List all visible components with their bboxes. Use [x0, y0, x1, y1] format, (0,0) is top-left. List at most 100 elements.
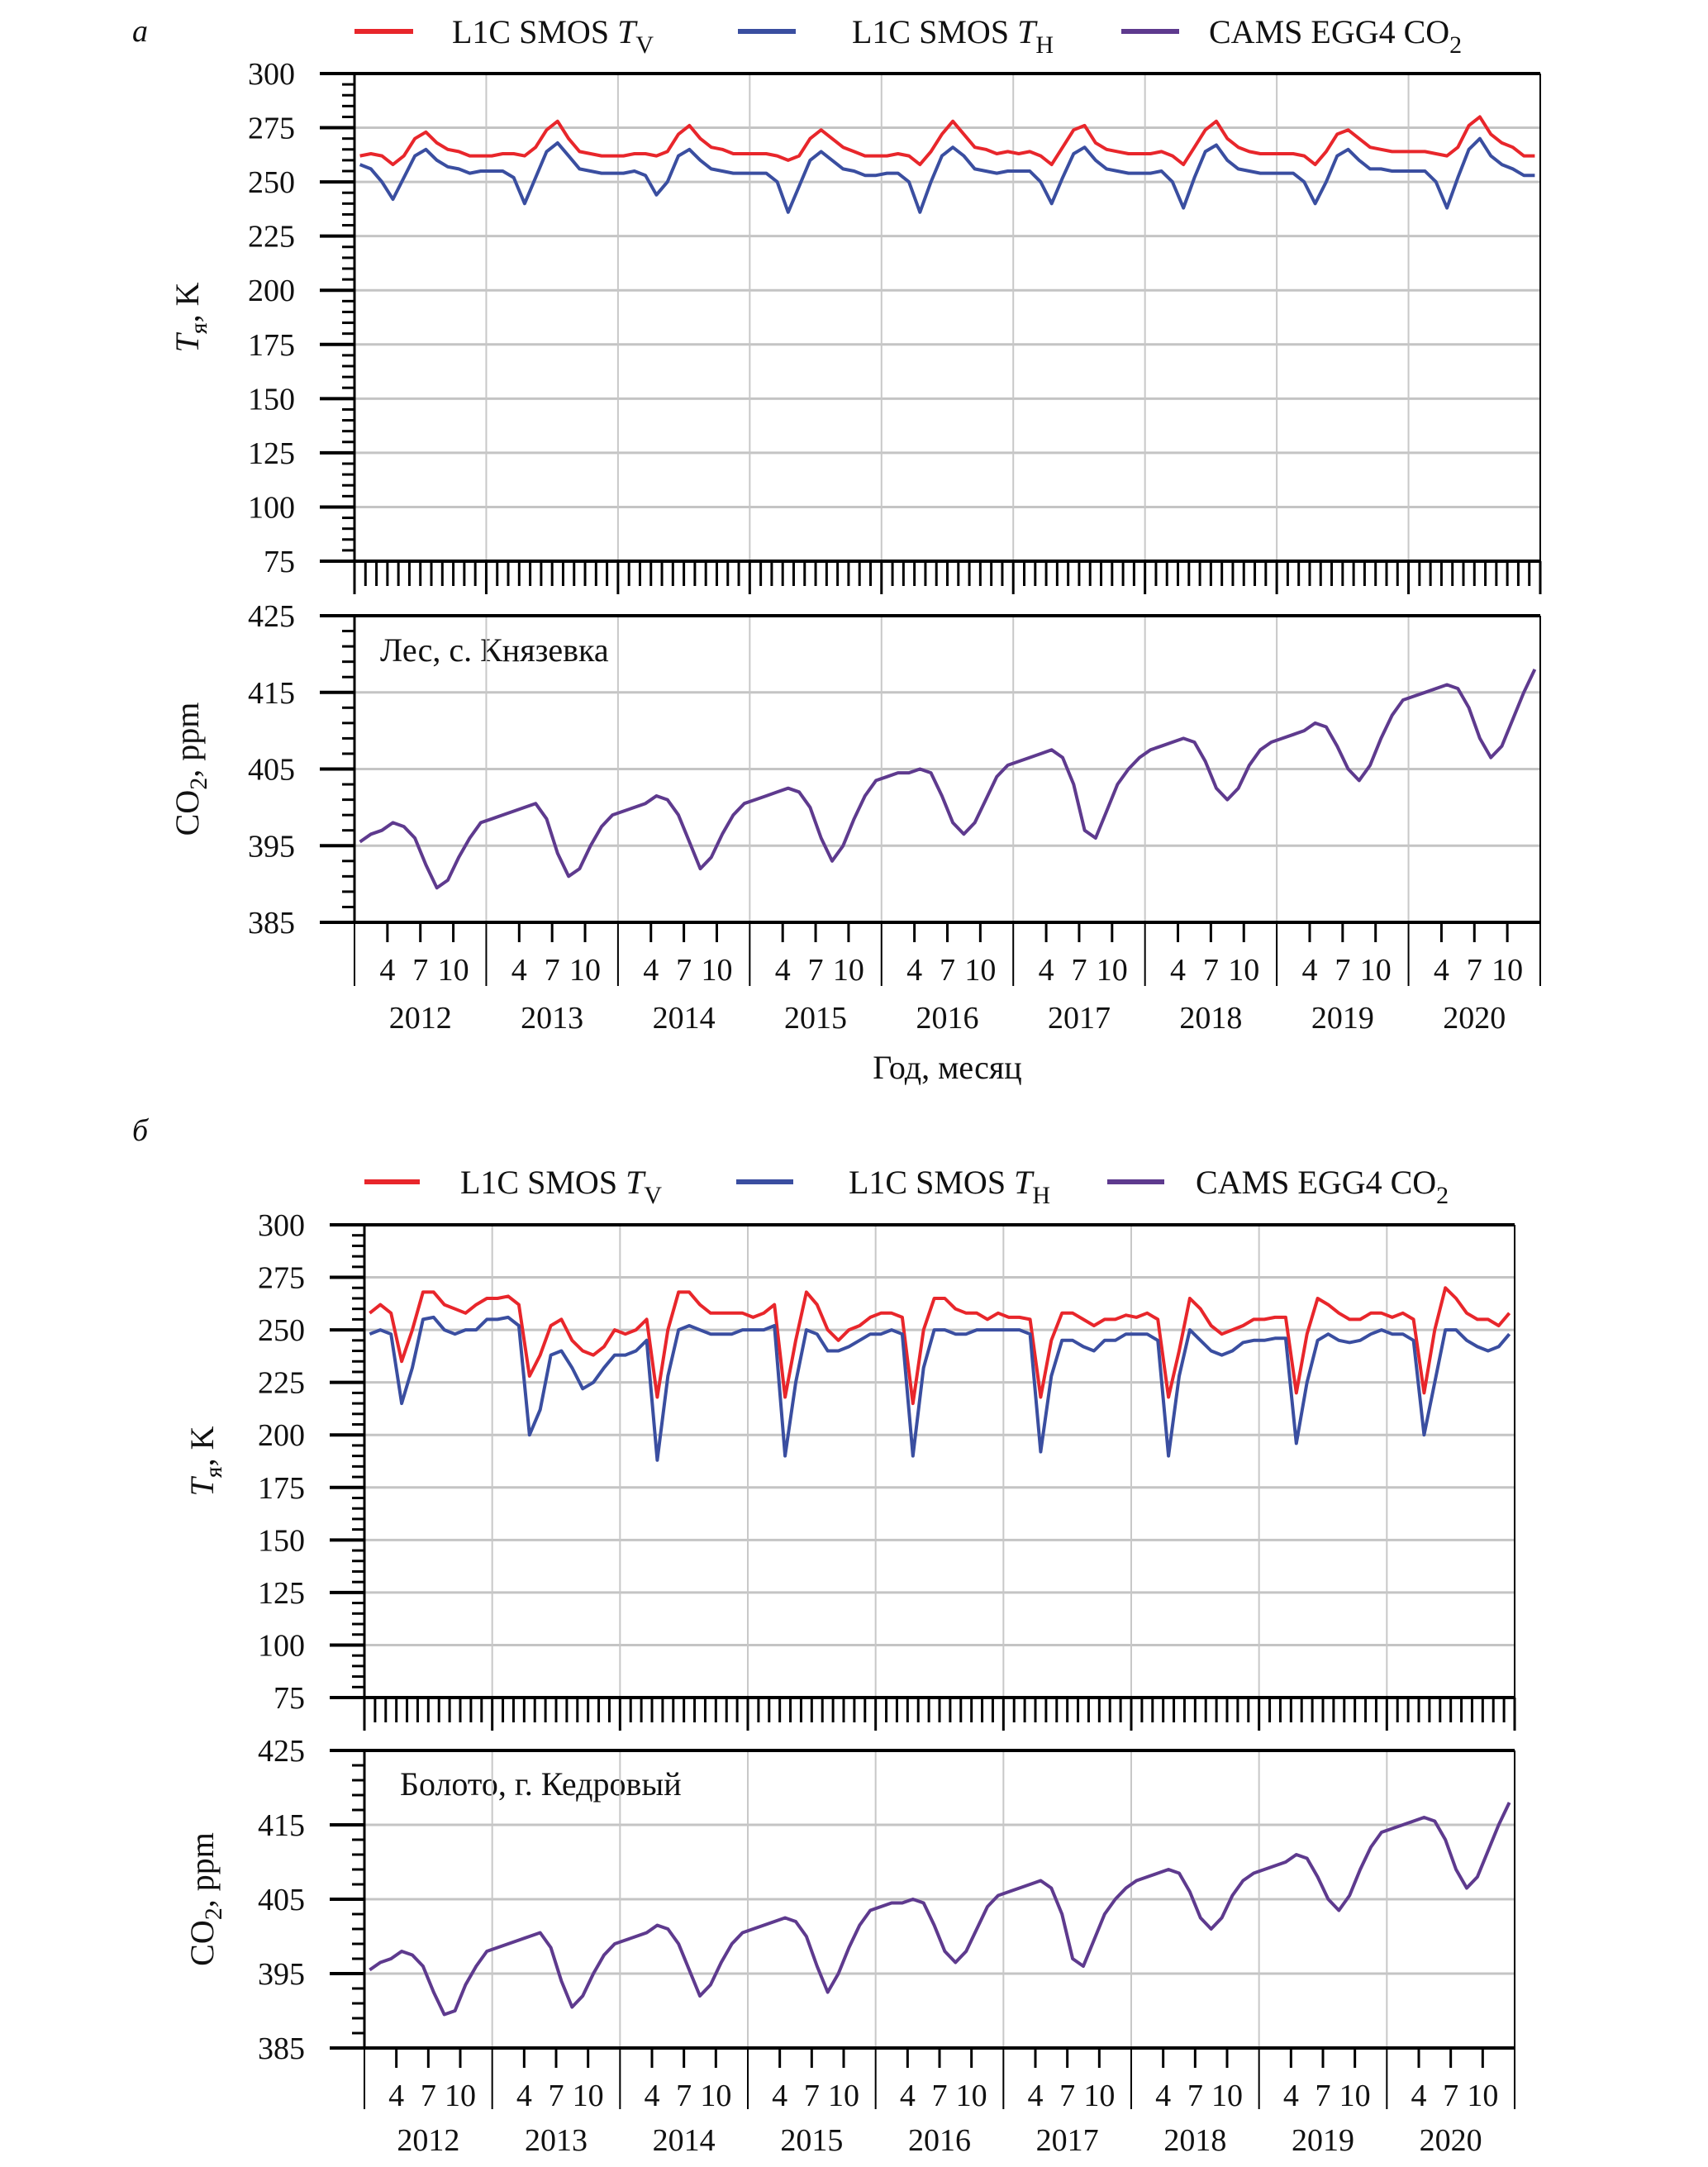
x-month-label: 7: [1187, 2079, 1203, 2113]
legend-var: T: [1017, 13, 1038, 50]
legend-var: T: [626, 1164, 646, 1201]
panel-label: а: [132, 14, 148, 49]
x-year-label: 2012: [397, 2123, 459, 2158]
y-tick-label: 385: [258, 2031, 305, 2066]
x-month-label: 4: [1170, 953, 1186, 988]
x-month-label: 4: [1155, 2079, 1171, 2113]
x-month-label: 7: [940, 953, 955, 988]
x-month-label: 10: [573, 2079, 604, 2113]
y-tick-label: 175: [248, 328, 295, 363]
legend-sub: H: [1032, 1182, 1050, 1209]
legend-var: T: [1014, 1164, 1035, 1201]
x-year-label: 2017: [1036, 2123, 1099, 2158]
x-month-label: 4: [516, 2079, 532, 2113]
y-label-sub: я: [200, 1466, 227, 1478]
x-month-label: 4: [645, 2079, 660, 2113]
x-month-label: 4: [900, 2079, 916, 2113]
y-tick-label: 405: [248, 753, 295, 788]
x-month-label: 7: [545, 953, 560, 988]
x-month-label: 4: [906, 953, 922, 988]
y-tick-label: 200: [258, 1418, 305, 1453]
x-month-label: 10: [1083, 2079, 1115, 2113]
x-month-label: 10: [1211, 2079, 1243, 2113]
x-month-label: 7: [804, 2079, 820, 2113]
y-tick-label: 125: [248, 436, 295, 471]
legend-label: L1C SMOS TV: [452, 13, 654, 59]
y-tick-label: 100: [258, 1628, 305, 1663]
y-tick-label: 200: [248, 274, 295, 308]
x-month-label: 10: [964, 953, 996, 988]
y-label-rest: , K: [183, 1426, 221, 1466]
x-month-label: 7: [1071, 953, 1087, 988]
legend-item: L1C SMOS TV: [354, 13, 654, 59]
x-month-label: 7: [1335, 953, 1350, 988]
chart-2: 75 100 125 150 175 200 225 250 275 300 Tя, K: [183, 1208, 1516, 1731]
x-month-label: 4: [772, 2079, 787, 2113]
legend-label: CAMS EGG4 CO2: [1196, 1164, 1449, 1209]
y-tick-label: 250: [258, 1313, 305, 1348]
x-month-label: 10: [956, 2079, 987, 2113]
y-label-rest: , ppm: [183, 1832, 221, 1907]
y-label-var: T: [169, 331, 206, 352]
y-tick-label: 175: [258, 1471, 305, 1506]
x-year-label: 2020: [1420, 2123, 1482, 2158]
y-tick-label: 415: [248, 676, 295, 711]
x-month-label: 7: [676, 2079, 692, 2113]
y-label-rest: , ppm: [169, 702, 206, 778]
x-month-label: 10: [1339, 2079, 1371, 2113]
x-month-label: 7: [1059, 2079, 1075, 2113]
series-line-l1c-smos-th: [359, 136, 1535, 214]
x-month-label: 10: [1360, 953, 1392, 988]
y-tick-label: 150: [258, 1523, 305, 1558]
x-year-label: 2019: [1292, 2123, 1354, 2158]
x-month-label: 4: [511, 953, 527, 988]
legend-text: L1C SMOS: [460, 1164, 626, 1201]
x-year-label: 2015: [784, 1001, 847, 1036]
y-label-rest: , K: [169, 282, 206, 322]
x-month-label: 10: [438, 953, 469, 988]
x-month-label: 7: [421, 2079, 436, 2113]
y-tick-label: 125: [258, 1576, 305, 1611]
x-year-label: 2014: [653, 1001, 716, 1036]
legend-label: CAMS EGG4 CO2: [1209, 13, 1462, 59]
series-line-cams-egg4-co2: [369, 1802, 1511, 2017]
x-month-label: 7: [1315, 2079, 1331, 2113]
x-month-label: 4: [775, 953, 791, 988]
y-tick-label: 425: [248, 599, 295, 634]
y-label-sub: 2: [200, 1907, 227, 1920]
x-month-label: 4: [1301, 953, 1317, 988]
legend-item: L1C SMOS TH: [736, 1164, 1050, 1209]
y-tick-label: 300: [248, 57, 295, 92]
legend-text: L1C SMOS: [452, 13, 617, 50]
legend-label: L1C SMOS TH: [849, 1164, 1050, 1209]
x-year-label: 2013: [525, 2123, 588, 2158]
legend-text: L1C SMOS: [849, 1164, 1014, 1201]
x-month-label: 10: [700, 2079, 731, 2113]
legend-text: CAMS EGG4 CO: [1196, 1164, 1436, 1201]
y-tick-label: 395: [258, 1957, 305, 1992]
x-month-label: 7: [808, 953, 824, 988]
y-tick-label: 385: [248, 906, 295, 941]
y-tick-label: 405: [258, 1883, 305, 1917]
x-month-label: 7: [1443, 2079, 1458, 2113]
y-tick-label: 275: [248, 112, 295, 146]
x-month-label: 4: [379, 953, 395, 988]
y-axis-label: Tя, K: [183, 1426, 227, 1496]
x-year-label: 2016: [908, 2123, 971, 2158]
y-axis-label: CO2, ppm: [169, 702, 212, 836]
x-month-label: 10: [1467, 2079, 1498, 2113]
legend-item: L1C SMOS TH: [738, 13, 1054, 59]
x-month-label: 10: [1228, 953, 1259, 988]
x-month-label: 4: [1283, 2079, 1299, 2113]
x-month-label: 4: [1039, 953, 1054, 988]
y-tick-label: 275: [258, 1261, 305, 1296]
y-tick-label: 395: [248, 829, 295, 864]
x-month-label: 10: [1492, 953, 1523, 988]
panel-label: б: [132, 1113, 150, 1148]
y-tick-label: 75: [264, 545, 295, 579]
legend-var: T: [617, 13, 638, 50]
y-tick-label: 150: [248, 382, 295, 417]
x-month-label: 7: [932, 2079, 948, 2113]
x-month-label: 7: [1467, 953, 1482, 988]
